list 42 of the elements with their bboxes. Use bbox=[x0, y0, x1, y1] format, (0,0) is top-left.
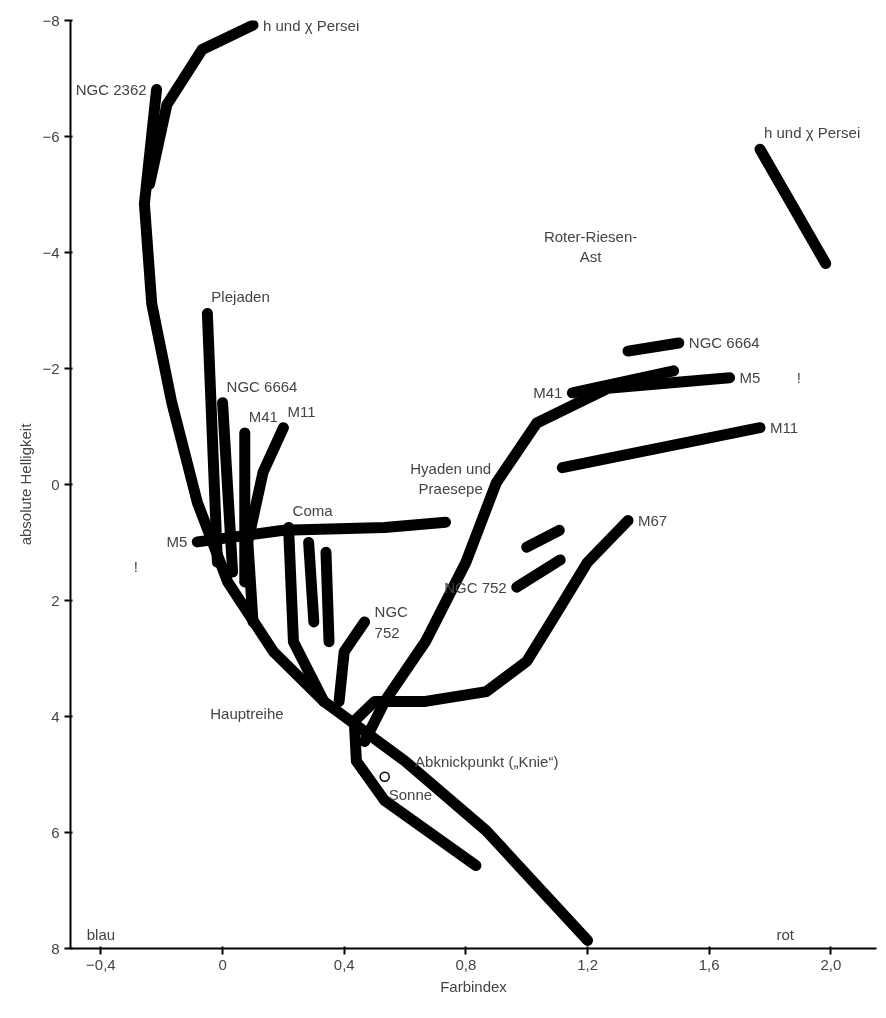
annotation: ! bbox=[133, 558, 138, 576]
series-label: M11 bbox=[770, 419, 799, 437]
x-tick-label: 0,4 bbox=[333, 955, 355, 973]
y-tick-label: −2 bbox=[42, 359, 60, 377]
annotation: blau bbox=[86, 926, 116, 943]
annotation: NGC 2362 bbox=[75, 81, 147, 99]
annotation: Hauptreihe bbox=[210, 705, 284, 723]
y-axis-title: absolute Helligkeit bbox=[17, 422, 35, 546]
y-tick-label: 0 bbox=[51, 475, 60, 493]
annotation: ! bbox=[796, 369, 802, 387]
x-tick-label: 0,8 bbox=[455, 955, 477, 973]
series-label: Coma bbox=[292, 502, 334, 520]
series-label: h und χ Persei bbox=[764, 124, 861, 142]
series-label: M5 bbox=[739, 369, 761, 387]
series-label: M67 bbox=[638, 511, 668, 529]
series-label: M41 bbox=[248, 407, 278, 425]
x-tick-label: 1,6 bbox=[698, 955, 720, 973]
series-label: M5 bbox=[166, 533, 188, 551]
annotation: Roter-Riesen- Ast bbox=[543, 228, 638, 266]
series-label: h und χ Persei bbox=[262, 16, 360, 34]
series-label: NGC 6664 bbox=[226, 377, 298, 395]
y-tick-label: −6 bbox=[42, 127, 60, 145]
series-label: Sonne bbox=[388, 785, 433, 803]
series-label: M11 bbox=[287, 402, 316, 420]
x-tick-label: −0,4 bbox=[86, 955, 116, 973]
y-tick-label: 2 bbox=[51, 591, 60, 609]
y-tick-label: 6 bbox=[51, 823, 60, 841]
series-label: M41 bbox=[533, 384, 563, 402]
series-label: NGC 752 bbox=[374, 603, 409, 641]
x-axis-title: Farbindex bbox=[440, 977, 508, 995]
x-tick-label: 2,0 bbox=[820, 955, 842, 973]
annotation: Abknickpunkt („Knie“) bbox=[415, 752, 559, 770]
series-label: NGC 6664 bbox=[688, 334, 760, 352]
y-tick-label: 4 bbox=[51, 707, 60, 725]
y-tick-label: 8 bbox=[51, 939, 60, 957]
x-tick-label: 1,2 bbox=[577, 955, 598, 973]
y-tick-label: −4 bbox=[42, 243, 60, 261]
y-tick-label: −8 bbox=[42, 11, 60, 29]
x-tick-label: 0 bbox=[218, 955, 227, 973]
annotation: rot bbox=[776, 926, 795, 943]
annotation: Hyaden und Praesepe bbox=[410, 460, 492, 498]
series-label: Plejaden bbox=[211, 288, 270, 306]
